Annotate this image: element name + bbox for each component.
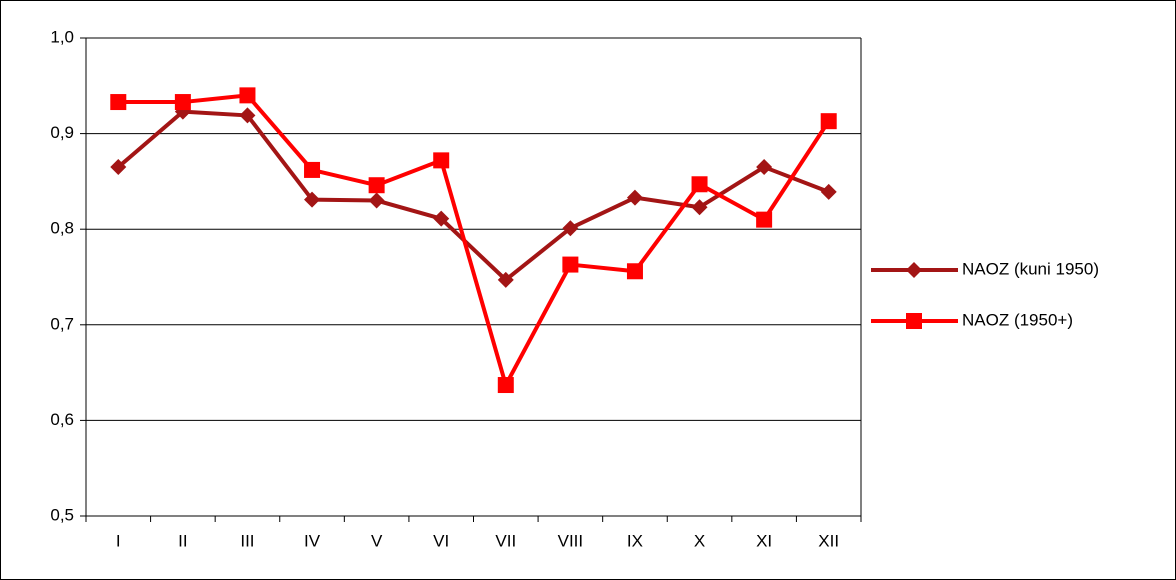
data-point xyxy=(562,220,579,237)
x-tick-label: XI xyxy=(756,531,772,550)
legend-label: NAOZ (kuni 1950) xyxy=(962,259,1099,278)
x-tick-label: VIII xyxy=(558,531,584,550)
data-point xyxy=(562,256,579,273)
data-point xyxy=(756,159,773,176)
y-tick-label: 0,5 xyxy=(50,505,74,524)
x-tick-label: V xyxy=(371,531,383,550)
legend-label: NAOZ (1950+) xyxy=(962,310,1073,329)
data-point xyxy=(433,152,450,169)
x-tick-label: XII xyxy=(818,531,839,550)
data-point xyxy=(239,107,256,124)
x-tick-label: III xyxy=(240,531,254,550)
data-point xyxy=(497,377,514,394)
x-tick-label: IX xyxy=(627,531,643,550)
y-tick-label: 0,6 xyxy=(50,410,74,429)
x-tick-label: II xyxy=(178,531,187,550)
data-point xyxy=(110,94,127,111)
data-point xyxy=(626,189,643,206)
y-tick-label: 0,9 xyxy=(50,123,74,142)
data-point xyxy=(368,192,385,209)
x-tick-label: VII xyxy=(495,531,516,550)
legend-marker xyxy=(906,262,922,278)
data-point xyxy=(110,159,127,176)
data-point xyxy=(368,177,385,194)
y-tick-label: 1,0 xyxy=(50,27,74,46)
y-tick-label: 0,8 xyxy=(50,219,74,238)
data-point xyxy=(497,271,514,288)
x-tick-label: I xyxy=(116,531,121,550)
data-point xyxy=(239,87,256,104)
y-tick-label: 0,7 xyxy=(50,314,74,333)
x-tick-label: X xyxy=(694,531,705,550)
data-point xyxy=(691,199,708,216)
data-point xyxy=(174,94,191,111)
series-line xyxy=(116,109,830,282)
data-point xyxy=(626,263,643,280)
x-tick-label: IV xyxy=(304,531,321,550)
legend-marker xyxy=(906,313,922,329)
data-point xyxy=(756,211,773,228)
data-point xyxy=(820,183,837,200)
data-point xyxy=(433,210,450,227)
x-tick-label: VI xyxy=(433,531,449,550)
data-point xyxy=(691,176,708,193)
data-point xyxy=(820,113,837,130)
data-point xyxy=(304,161,321,178)
data-point xyxy=(304,191,321,208)
series-line xyxy=(118,93,831,388)
